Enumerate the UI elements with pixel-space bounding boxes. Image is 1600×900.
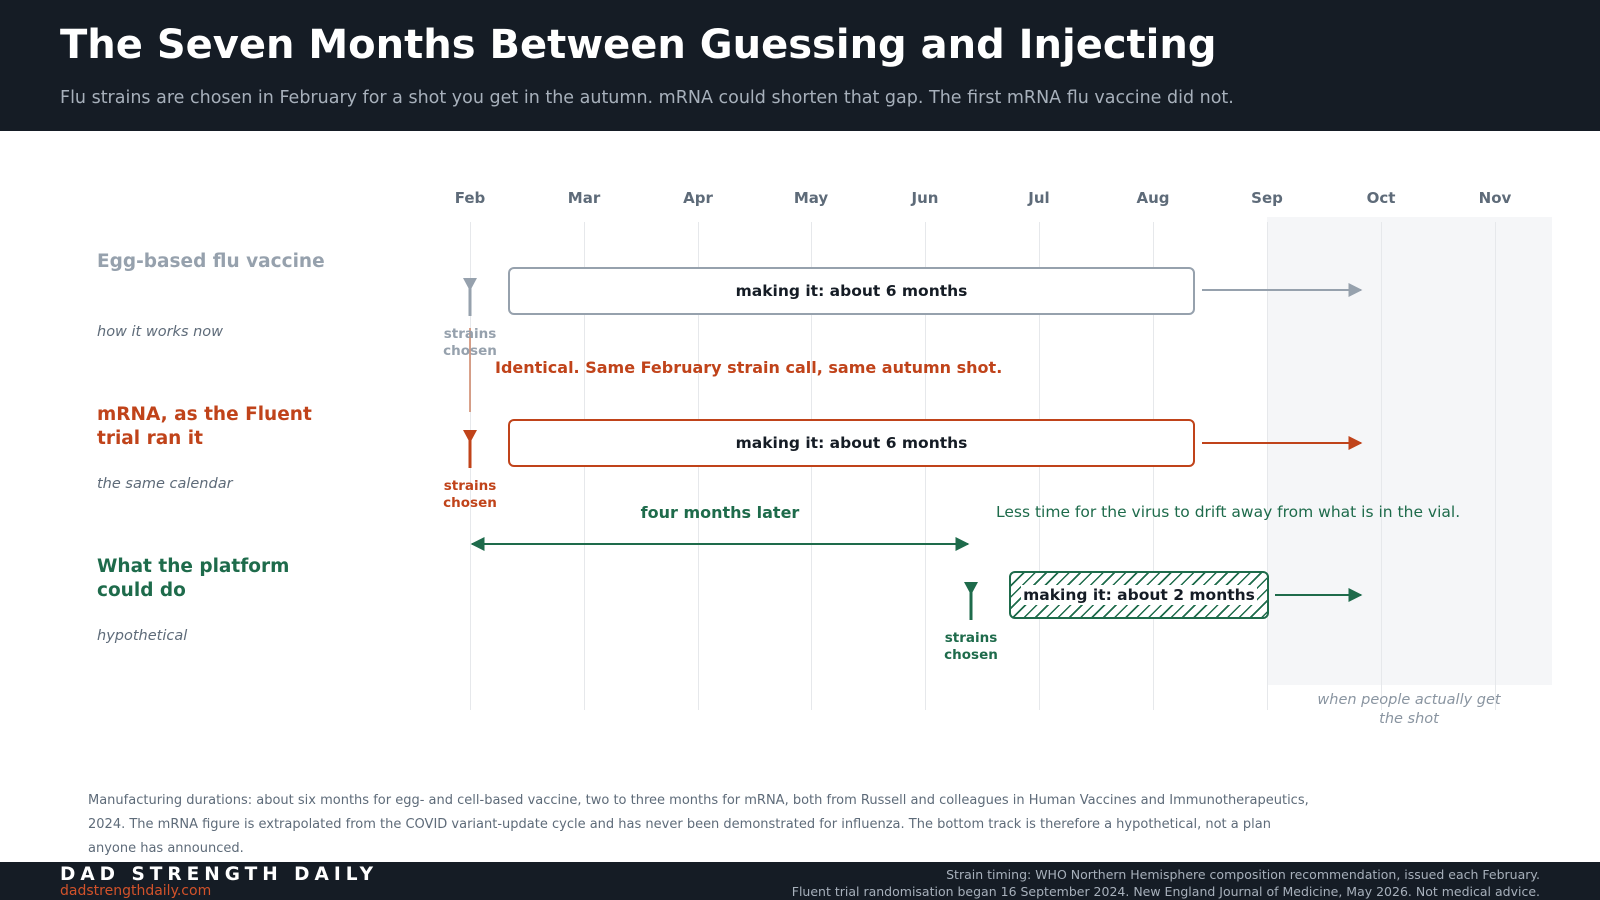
month-label-sep: Sep — [1251, 189, 1283, 207]
brand-url-link[interactable]: dadstrengthdaily.com — [60, 883, 212, 899]
month-label-mar: Mar — [567, 189, 601, 207]
month-label-aug: Aug — [1136, 189, 1170, 207]
page-subtitle: Flu strains are chosen in February for a… — [60, 88, 1234, 108]
methodology-note: Manufacturing durations: about six month… — [88, 793, 1309, 856]
source-line-1: Strain timing: WHO Northern Hemisphere c… — [946, 867, 1540, 882]
row-subtitle-mrna: the same calendar — [97, 476, 233, 492]
month-label-oct: Oct — [1366, 189, 1396, 207]
month-label-jun: Jun — [911, 189, 939, 207]
month-label-nov: Nov — [1478, 189, 1512, 207]
manufacturing-bar-label-mrna: making it: about 6 months — [735, 434, 968, 452]
row-subtitle-platform: hypothetical — [97, 628, 188, 644]
gridline-oct — [1381, 222, 1382, 710]
row-title-egg: Egg-based flu vaccine — [97, 251, 325, 272]
gridline-nov — [1495, 222, 1496, 710]
less-time-annotation: Less time for the virus to drift away fr… — [996, 503, 1461, 521]
strains-chosen-label-egg: strains chosen — [443, 326, 497, 359]
row-title-platform: What the platform could do — [97, 556, 290, 601]
header-banner: The Seven Months Between Guessing and In… — [0, 0, 1600, 131]
footer-bar: DAD STRENGTH DAILY dadstrengthdaily.com … — [0, 862, 1600, 900]
strains-chosen-label-mrna: strains chosen — [443, 478, 497, 511]
identical-annotation: Identical. Same February strain call, sa… — [495, 358, 1003, 377]
brand-name: DAD STRENGTH DAILY — [60, 864, 379, 885]
row-subtitle-egg: how it works now — [97, 324, 224, 340]
page-title: The Seven Months Between Guessing and In… — [60, 22, 1217, 68]
month-label-may: May — [793, 189, 829, 207]
source-line-2: Fluent trial randomisation began 16 Sept… — [791, 883, 1540, 899]
manufacturing-bar-mrna: making it: about 6 months — [508, 419, 1195, 467]
manufacturing-bar-label-platform: making it: about 2 months — [1021, 585, 1257, 605]
four-months-later-label: four months later — [640, 503, 800, 522]
month-label-jul: Jul — [1028, 189, 1050, 207]
strains-chosen-marker-egg — [463, 278, 477, 316]
shot-window-label: when people actually get the shot — [1317, 692, 1501, 727]
month-label-feb: Feb — [454, 189, 486, 207]
gridline-sep — [1267, 222, 1268, 710]
row-title-mrna: mRNA, as the Fluent trial ran it — [97, 404, 312, 449]
shot-window-band — [1267, 217, 1552, 685]
manufacturing-bar-label-egg: making it: about 6 months — [735, 282, 968, 300]
strains-chosen-label-platform: strains chosen — [944, 630, 998, 663]
strains-chosen-marker-mrna — [463, 430, 477, 468]
month-label-apr: Apr — [683, 189, 713, 207]
manufacturing-bar-platform: making it: about 2 months — [1009, 571, 1269, 619]
manufacturing-bar-egg: making it: about 6 months — [508, 267, 1195, 315]
source-credits: Strain timing: WHO Northern Hemisphere c… — [792, 867, 1540, 900]
strains-chosen-marker-platform — [964, 582, 978, 620]
